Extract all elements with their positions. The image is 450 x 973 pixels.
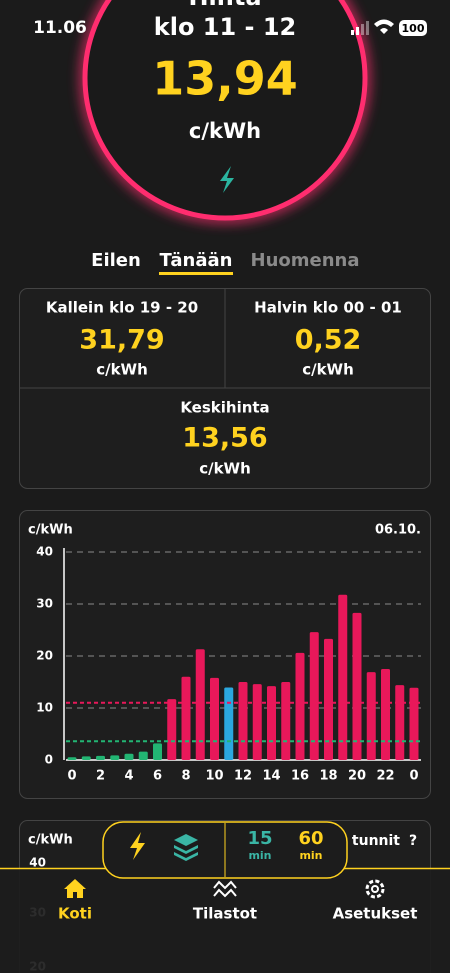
bar — [238, 682, 248, 760]
x-tick-label: 20 — [348, 769, 366, 784]
interval-unit: min — [299, 849, 322, 862]
x-tick-label: 0 — [409, 769, 418, 784]
y-axis-label: c/kWh — [28, 833, 73, 848]
home-icon[interactable] — [64, 879, 86, 898]
x-tick-label: 4 — [124, 769, 133, 784]
interval-unit: min — [248, 849, 271, 862]
bar — [267, 686, 276, 760]
summary-label: Keskihinta — [180, 399, 269, 417]
stats-icon[interactable] — [213, 880, 237, 898]
y-tick-label: 20 — [36, 649, 53, 663]
header-price: 13,94 — [152, 52, 298, 106]
y-tick-label: 40 — [36, 545, 53, 559]
bar — [281, 682, 291, 760]
bar — [295, 652, 305, 760]
bar — [366, 672, 376, 760]
bar — [210, 677, 219, 760]
nav-item-active[interactable]: Koti — [58, 905, 92, 923]
summary-value: 13,56 — [182, 423, 267, 454]
bar — [324, 638, 333, 760]
bolt-icon — [220, 166, 234, 193]
x-tick-label: 18 — [319, 769, 337, 784]
interval-value[interactable]: 15 — [247, 828, 272, 849]
y-axis-label: c/kWh — [28, 523, 73, 538]
price-circle — [82, 0, 368, 221]
bar — [352, 612, 362, 760]
plot: 0 10 20 30 40 0 2 4 6 8 10 12 14 16 18 20 22 0 — [36, 545, 421, 784]
bar — [110, 755, 120, 760]
y-tick-label: 30 — [36, 597, 53, 611]
header-unit: c/kWh — [189, 119, 261, 143]
settings-icon-center — [371, 885, 379, 893]
summary-value: 0,52 — [295, 325, 362, 356]
bar — [167, 699, 177, 760]
nav-item[interactable]: Tilastot — [193, 905, 257, 923]
bar — [124, 753, 134, 760]
summary-unit: c/kWh — [96, 361, 148, 379]
chart-date: 06.10. — [375, 523, 421, 538]
summary-label: Kallein klo 19 - 20 — [46, 299, 198, 317]
x-tick-label: 14 — [262, 769, 280, 784]
tab-active[interactable]: Tänään — [160, 250, 233, 271]
signal-icon — [351, 21, 369, 35]
bar — [395, 685, 405, 760]
layers-toggle[interactable] — [174, 834, 198, 861]
tab[interactable]: Eilen — [91, 250, 141, 271]
bar — [224, 687, 234, 760]
bar — [381, 669, 390, 760]
summary-unit: c/kWh — [199, 460, 251, 478]
bar — [153, 743, 162, 760]
bar — [67, 757, 77, 760]
header-title: Hinta — [188, 0, 261, 11]
interval-value[interactable]: 60 — [298, 828, 323, 849]
bar — [309, 632, 319, 760]
status-time: 11.06 — [33, 18, 87, 38]
nav-item[interactable]: Asetukset — [333, 905, 418, 923]
header-hours: klo 11 - 12 — [154, 13, 297, 41]
summary-label: Halvin klo 00 - 01 — [254, 299, 402, 317]
x-tick-label: 22 — [376, 769, 394, 784]
y-tick-label: 10 — [36, 701, 53, 715]
x-tick-label: 16 — [291, 769, 309, 784]
tab[interactable]: Huomenna — [251, 250, 360, 271]
bar — [138, 751, 148, 760]
help-button[interactable]: ? — [409, 833, 417, 849]
x-tick-label: 10 — [205, 769, 223, 784]
tick-label: 40 — [29, 856, 46, 870]
settings-icon[interactable] — [365, 879, 385, 899]
wifi-icon — [374, 19, 394, 34]
bar — [195, 649, 205, 760]
bar — [409, 687, 419, 760]
x-tick-label: 2 — [96, 769, 105, 784]
battery-icon — [399, 20, 427, 36]
summary-unit: c/kWh — [302, 361, 354, 379]
tab-underline — [159, 272, 233, 275]
bar — [252, 684, 262, 760]
summary-value: 31,79 — [79, 325, 164, 356]
x-tick-label: 8 — [181, 769, 190, 784]
bar — [81, 756, 91, 760]
x-tick-label: 6 — [153, 769, 162, 784]
y-tick-label: 0 — [45, 753, 53, 767]
bar — [181, 676, 191, 760]
bar — [96, 755, 105, 760]
bolt-toggle[interactable] — [130, 832, 145, 860]
battery-level: 100 — [402, 22, 425, 35]
x-tick-label: 0 — [67, 769, 76, 784]
x-tick-label: 12 — [234, 769, 252, 784]
bar — [338, 594, 348, 760]
